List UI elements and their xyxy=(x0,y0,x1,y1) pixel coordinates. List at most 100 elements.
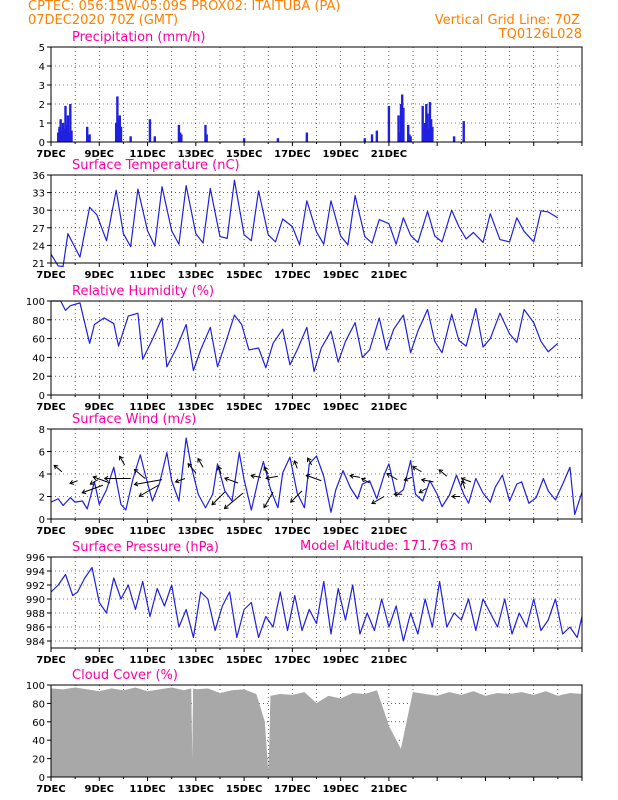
precipitation-ytick-label: 4 xyxy=(39,62,45,73)
pressure-title: Surface Pressure (hPa) xyxy=(72,540,219,555)
precipitation-bar xyxy=(66,115,70,142)
humidity-xtick-label: 17DEC xyxy=(274,402,310,413)
wind-title: Surface Wind (m/s) xyxy=(72,412,196,427)
wind-ytick-label: 6 xyxy=(39,448,45,459)
pressure-ytick-label: 984 xyxy=(26,637,45,648)
humidity-ytick-label: 20 xyxy=(32,372,45,383)
wind-vector-shaft xyxy=(224,492,244,509)
pressure-xtick-label: 9DEC xyxy=(85,655,114,666)
wind-vector-head xyxy=(92,475,98,481)
humidity-xtick-label: 13DEC xyxy=(178,402,214,413)
wind-vector-shaft xyxy=(290,490,303,503)
temperature-ytick-label: 21 xyxy=(32,259,45,270)
wind-ytick-label: 8 xyxy=(39,425,45,436)
wind-vector-head xyxy=(118,455,124,461)
wind-xtick-label: 13DEC xyxy=(178,526,214,537)
wind-vector-shaft xyxy=(119,456,126,466)
wind-vector-shaft xyxy=(139,484,159,497)
humidity-xtick-label: 21DEC xyxy=(371,402,407,413)
precipitation-bar xyxy=(425,104,428,142)
precipitation-bar xyxy=(180,134,183,142)
precipitation-bar xyxy=(58,126,61,142)
model-altitude: Model Altitude: 171.763 m xyxy=(300,539,474,554)
wind-vector-shaft xyxy=(217,466,222,475)
precipitation-ytick-label: 1 xyxy=(39,119,45,130)
precipitation-bar xyxy=(462,121,465,142)
temperature-ytick-label: 33 xyxy=(32,189,45,200)
wind-vector-head xyxy=(250,473,256,479)
wind-vector-shaft xyxy=(350,475,361,478)
cloud-cover-xtick-label: 15DEC xyxy=(226,784,262,795)
temperature-xtick-label: 19DEC xyxy=(322,270,358,281)
pressure-ytick-label: 986 xyxy=(26,623,45,634)
wind-vector-head xyxy=(307,457,312,463)
precipitation-bar xyxy=(408,134,411,142)
wind-ytick-label: 4 xyxy=(39,470,45,481)
precipitation-bar xyxy=(421,105,424,142)
wind-vector-head xyxy=(403,476,409,482)
precipitation-bar xyxy=(407,124,410,142)
wind-vector-head xyxy=(138,492,144,497)
wind-vector-head xyxy=(53,464,59,470)
precipitation-bar xyxy=(242,138,246,142)
wind-vector-head xyxy=(420,477,426,483)
precipitation-bar xyxy=(399,104,403,142)
humidity-frame xyxy=(50,300,583,396)
cloud-cover-xtick-label: 19DEC xyxy=(322,784,358,795)
wind-vector-head xyxy=(451,493,456,500)
precipitation-bar xyxy=(375,130,379,142)
wind-vector-shaft xyxy=(293,460,298,469)
wind-vector-head xyxy=(290,498,295,503)
temperature-panel: 21 24 27 30 33 36 7DEC 9DEC 11DEC 13DEC 15DEC 17DEC… xyxy=(32,158,583,281)
precipitation-bar xyxy=(205,134,208,142)
precipitation-bar xyxy=(86,126,89,142)
wind-vector-head xyxy=(360,477,366,483)
wind-vector-head xyxy=(263,503,268,509)
wind-vector-head xyxy=(81,489,87,495)
temperature-ytick-label: 36 xyxy=(32,171,45,182)
precipitation-ytick-label: 3 xyxy=(39,81,45,92)
precipitation-bar xyxy=(61,123,65,142)
humidity-ytick-label: 0 xyxy=(39,391,45,402)
precipitation-xtick-label: 11DEC xyxy=(129,149,165,160)
pressure-xtick-label: 21DEC xyxy=(371,655,407,666)
wind-frame xyxy=(50,428,583,520)
precipitation-bar xyxy=(57,132,60,142)
wind-vector-head xyxy=(223,504,229,510)
wind-vector-head xyxy=(133,468,139,474)
wind-vector-shaft xyxy=(187,463,197,474)
precipitation-bar xyxy=(204,124,207,142)
wind-vector-shaft xyxy=(224,477,239,484)
wind-vector-shaft xyxy=(134,469,146,479)
humidity-xtick-label: 19DEC xyxy=(322,402,358,413)
wind-vector-shaft xyxy=(175,478,186,483)
wind-xtick-label: 9DEC xyxy=(85,526,114,537)
cloud-cover-xtick-label: 9DEC xyxy=(85,784,114,795)
wind-vector-head xyxy=(305,473,311,479)
cloud-cover-xtick-label: 17DEC xyxy=(274,784,310,795)
precipitation-ytick-label: 2 xyxy=(39,100,45,111)
precipitation-bar xyxy=(423,123,427,142)
pressure-panel: 984 986 988 990 992 994 996 7DEC 9DEC 11DEC 13DEC 1… xyxy=(26,540,583,666)
header-run-time: 07DEC2020 70Z (GMT) xyxy=(28,13,179,28)
precipitation-xtick-label: 7DEC xyxy=(36,149,65,160)
humidity-panel: 0 20 40 60 80 100 7DEC 9DEC 11DEC 13DEC 15DEC 17DEC… xyxy=(26,284,583,413)
wind-xtick-label: 11DEC xyxy=(129,526,165,537)
wind-vector-shaft xyxy=(134,479,163,485)
temperature-ytick-label: 24 xyxy=(32,241,45,252)
wind-vector-shaft xyxy=(371,496,385,504)
wind-vector-shaft xyxy=(90,479,99,485)
pressure-ytick-label: 992 xyxy=(26,581,45,592)
cloud-cover-ytick-label: 40 xyxy=(32,736,45,747)
temperature-xtick-label: 7DEC xyxy=(36,270,65,281)
temperature-frame xyxy=(50,174,583,264)
humidity-xtick-label: 15DEC xyxy=(226,402,262,413)
precipitation-bar xyxy=(276,138,280,142)
precipitation-xtick-label: 9DEC xyxy=(85,149,114,160)
temperature-xtick-label: 15DEC xyxy=(226,270,262,281)
precipitation-bar xyxy=(59,119,62,142)
precipitation-bar xyxy=(116,96,119,142)
cloud-cover-xtick-label: 21DEC xyxy=(371,784,407,795)
precipitation-bar xyxy=(387,105,391,142)
